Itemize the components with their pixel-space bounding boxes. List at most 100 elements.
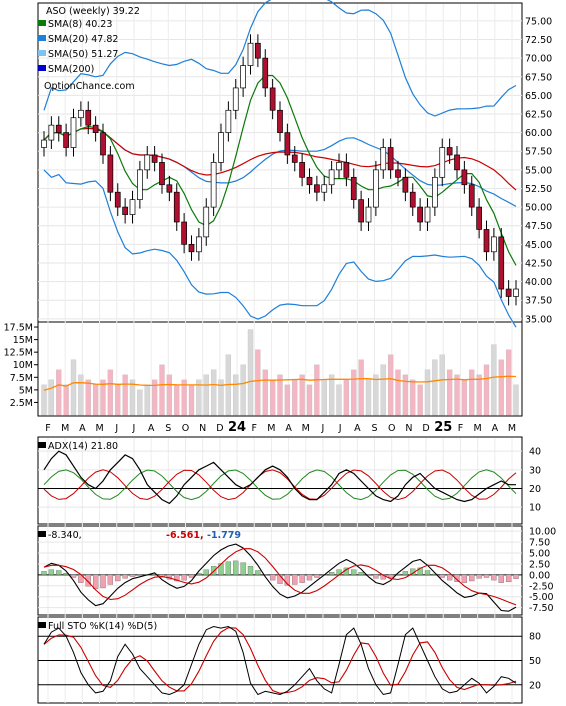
volume-bar [483, 364, 490, 416]
volume-tick-label: 15M [13, 335, 33, 346]
macd-histogram-bar [498, 574, 504, 583]
candle-body [380, 147, 387, 171]
grid-layer [38, 4, 522, 703]
volume-bar [70, 359, 77, 416]
adx-legend-swatch [38, 442, 46, 448]
price-tick-label: 75.00 [525, 16, 552, 27]
macd-legend-swatch [38, 531, 46, 537]
volume-average-line [43, 375, 517, 391]
candle-body [107, 154, 114, 193]
price-tick-label: 62.50 [525, 110, 552, 121]
adx-tick-label: 20 [529, 484, 541, 495]
macd-histogram-bar [100, 574, 106, 589]
volume-bar [380, 364, 386, 416]
candle-body [92, 124, 99, 133]
macd-histogram-bar [188, 574, 195, 578]
macd-histogram-bar [476, 574, 482, 579]
candle-body [350, 176, 357, 201]
volume-bar [240, 364, 246, 416]
volume-bar [144, 384, 150, 416]
volume-bar [476, 374, 482, 416]
sto-series [43, 625, 517, 696]
macd-tick-label: -7.50 [529, 603, 554, 614]
volume-bar [115, 384, 121, 416]
sto-d-line [43, 627, 517, 694]
sto-legend-swatch [38, 622, 46, 628]
x-tick-label: F [251, 423, 256, 434]
adx-tick-label: 10 [529, 503, 541, 514]
macd-histogram-bar [225, 561, 232, 576]
price-tick-label: 65.00 [525, 91, 552, 102]
macd-histogram-bar [299, 574, 305, 583]
macd-histogram-bar [483, 574, 490, 578]
x-tick-label: M [61, 423, 69, 434]
candle-body [85, 109, 92, 126]
candle-body [225, 109, 232, 133]
adx-tick-label: 40 [529, 447, 541, 458]
price-tick-label: 47.50 [525, 221, 552, 232]
sto-tick-label: 80 [529, 632, 541, 643]
candle-body [306, 176, 313, 186]
price-tick-label: 50.00 [525, 203, 552, 214]
volume-bar [491, 344, 497, 416]
volume-bar [351, 369, 357, 416]
volume-bar [358, 359, 364, 416]
macd-histogram-bar [306, 574, 313, 581]
candle-body [513, 288, 519, 297]
candle-body [196, 236, 202, 253]
price-tick-label: 40.00 [525, 277, 552, 288]
candle-body [299, 162, 305, 178]
candle-body [336, 162, 342, 171]
candle-body [114, 191, 121, 208]
macd-histogram-bar [85, 574, 91, 587]
volume-tick-label: 12.5M [4, 348, 33, 359]
macd-histogram-bar [454, 574, 460, 583]
macd-histogram-bar [358, 572, 364, 576]
x-tick-label: A [492, 423, 499, 434]
candle-body [446, 147, 453, 156]
macd-histogram-bar [461, 574, 468, 583]
volume-bar [498, 359, 504, 416]
candle-body [247, 42, 254, 66]
macd-histogram-bar [115, 574, 121, 582]
macd-histogram-bar [269, 574, 276, 581]
volume-tick-label: 17.5M [4, 323, 33, 334]
price-tick-label: 52.50 [525, 184, 552, 195]
sto-tick-label: 50 [529, 656, 541, 667]
x-tick-label: J [321, 423, 325, 434]
volume-bar [203, 374, 209, 416]
volume-bar [137, 389, 143, 416]
candle-body [269, 87, 276, 111]
candle-body [129, 199, 136, 215]
legend-swatch-sma200 [38, 65, 46, 71]
macd-panel-frame [37, 525, 523, 616]
candle-body [151, 154, 158, 163]
x-tick-label: A [148, 423, 155, 434]
x-tick-label: O [182, 423, 189, 434]
macd-histogram-bar [505, 574, 512, 583]
price-series [41, 0, 519, 328]
candle-body [210, 162, 217, 208]
candle-body [395, 169, 401, 178]
volume-bar [174, 384, 180, 416]
price-panel-frame [37, 2, 523, 417]
macd-tick-label: -5.00 [529, 592, 554, 603]
x-tick-label: D [422, 423, 429, 434]
candle-body [491, 236, 497, 253]
volume-bar [417, 384, 423, 416]
candle-body [409, 191, 416, 208]
candle-body [122, 206, 128, 215]
volume-bar [373, 374, 379, 416]
price-tick-label: 45.00 [525, 240, 552, 251]
x-tick-label: M [95, 423, 103, 434]
candle-body [137, 169, 143, 201]
volume-bar [210, 369, 217, 416]
macd-histogram-bar [151, 573, 158, 576]
macd-histogram-bar [513, 574, 519, 579]
macd-histogram-bar [373, 574, 379, 579]
candle-body [55, 124, 62, 133]
adx-title: ADX(14) 21.80 [48, 441, 118, 452]
candle-body [439, 147, 446, 178]
macd-tick-label: 2.50 [529, 559, 550, 570]
